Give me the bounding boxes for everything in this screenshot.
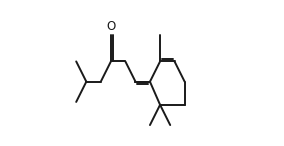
Text: O: O: [106, 20, 116, 33]
